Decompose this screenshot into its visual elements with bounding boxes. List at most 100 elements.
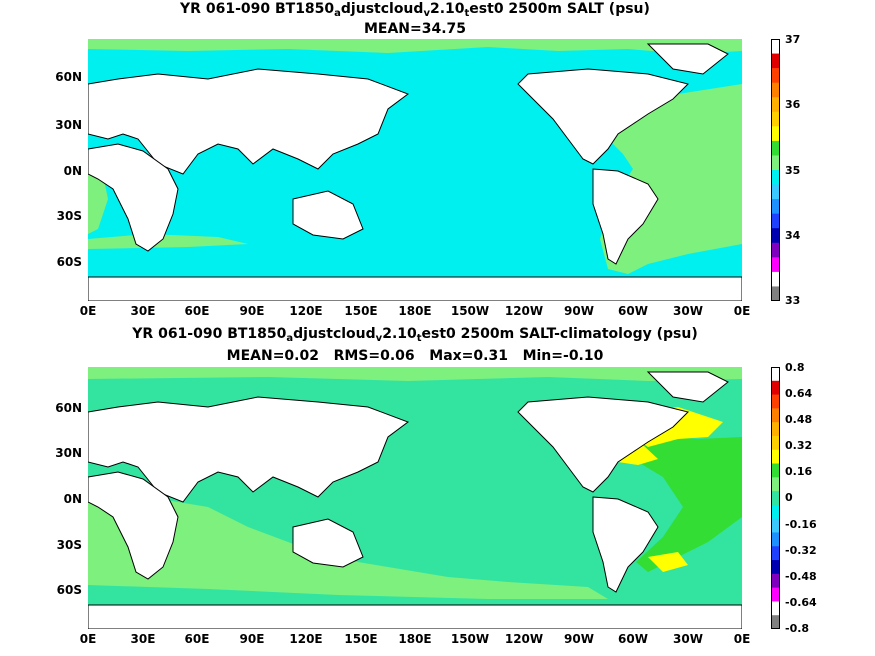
top-southern-green-band [88,234,248,249]
bottom-colorbar-label: -0.16 [785,518,817,531]
bottom-colorbar-swatch [771,601,780,616]
top-lon-label: 150W [450,304,490,318]
top-north-america-land [517,68,689,165]
top-title: YR 061-090 BT1850adjustcloudv2.10test0 2… [180,1,650,19]
bottom-north-america-land [517,396,689,493]
bottom-colorbar-swatch [771,394,780,409]
bottom-colorbar-swatch [771,422,780,437]
top-lon-label: 90E [239,304,265,318]
top-colorbar-swatch [771,53,780,69]
top-greenland-land [646,43,729,75]
top-lon-label: 0E [79,304,97,318]
top-lon-label: 60W [618,304,648,318]
bottom-colorbar-label: 0.32 [785,439,813,452]
bottom-lon-label: 60W [618,632,648,646]
top-colorbar [771,39,780,301]
top-colorbar-swatch [771,82,780,98]
bottom-africa-land [88,471,179,580]
bottom-colorbar-label: 0.8 [785,361,805,374]
top-lat-label-30s: 30S [56,209,82,223]
bottom-colorbar-swatch [771,615,780,629]
bottom-colorbar-label: 0 [785,491,793,504]
bottom-greenland-land [646,371,729,403]
top-south-america-land [592,168,659,265]
top-africa-land [88,143,179,252]
bottom-colorbar-swatch [771,546,780,561]
bottom-lat-label-60s: 60S [56,583,82,597]
bottom-colorbar-label: -0.32 [785,544,817,557]
top-colorbar-swatch [771,242,780,258]
top-colorbar-swatch [771,140,780,156]
top-lon-label: 150E [344,304,378,318]
top-colorbar-label: 35 [785,164,801,177]
bottom-colorbar-swatch [771,477,780,492]
bottom-colorbar-swatch [771,573,780,589]
top-colorbar-swatch [771,39,780,55]
bottom-colorbar-swatch [771,491,780,506]
bottom-antarctica-land [88,604,742,629]
top-antarctica-land [88,276,742,301]
top-lon-label: 0E [733,304,751,318]
top-eurasia-land [88,68,410,175]
bottom-colorbar-label: 0.64 [785,387,813,400]
top-lon-label: 30E [130,304,156,318]
bottom-arctic-green [88,367,742,381]
bottom-colorbar-swatch [771,560,780,575]
bottom-lon-label: 180E [398,632,432,646]
bottom-australia-land [292,518,364,568]
bottom-south-america-land [592,496,659,593]
bottom-lon-label: 120W [504,632,544,646]
bottom-colorbar-label: -0.64 [785,596,817,609]
bottom-colorbar [771,367,780,629]
top-colorbar-label: 37 [785,33,801,46]
top-colorbar-border [771,39,780,301]
bottom-lat-label-30s: 30S [56,538,82,552]
bottom-colorbar-label: -0.8 [785,622,810,635]
bottom-lon-label: 150W [450,632,490,646]
bottom-atlantic-bright [608,435,742,572]
top-lon-label: 120E [289,304,323,318]
bottom-eurasia-land [88,396,410,503]
bottom-title: YR 061-090 BT1850adjustcloudv2.10test0 2… [132,326,698,344]
top-lon-label: 120W [504,304,544,318]
bottom-colorbar-swatch [771,504,780,520]
bottom-colorbar-swatch [771,463,780,478]
bottom-indian-green [88,487,608,599]
bottom-lat-label-30n: 30N [55,446,82,460]
top-colorbar-swatch [771,184,780,200]
top-colorbar-swatch [771,126,780,142]
bottom-colorbar-swatch [771,532,780,547]
bottom-colorbar-swatch [771,408,780,423]
bottom-colorbar-label: -0.48 [785,570,817,583]
top-colorbar-swatch [771,97,780,113]
top-colorbar-swatch [771,257,780,273]
bottom-colorbar-swatch [771,367,780,382]
bottom-colorbar-border [771,367,780,629]
top-colorbar-swatch [771,199,780,215]
bottom-colorbar-swatch [771,435,780,451]
bottom-lon-label: 90E [239,632,265,646]
top-lon-label: 30W [673,304,703,318]
bottom-anomaly-map [88,367,742,629]
top-colorbar-label: 36 [785,98,801,111]
bottom-colorbar-swatch [771,449,780,465]
top-lat-label-30n: 30N [55,118,82,132]
top-colorbar-swatch [771,111,780,127]
top-colorbar-swatch [771,170,780,186]
bottom-colorbar-swatch [771,518,780,533]
top-colorbar-label: 33 [785,294,801,307]
top-lon-label: 180E [398,304,432,318]
top-lat-label-60n: 60N [55,70,82,84]
top-colorbar-swatch [771,155,780,171]
top-colorbar-swatch [771,271,780,287]
bottom-lat-label-0n: 0N [63,492,82,506]
top-lat-label-0n: 0N [63,164,82,178]
bottom-colorbar-swatch [771,587,780,602]
bottom-lat-label-60n: 60N [55,401,82,415]
top-stats: MEAN=34.75 [363,21,467,37]
top-colorbar-label: 34 [785,229,801,242]
top-lon-label: 90W [564,304,594,318]
bottom-lon-label: 30W [673,632,703,646]
top-australia-land [292,190,364,240]
bottom-lon-label: 30E [130,632,156,646]
